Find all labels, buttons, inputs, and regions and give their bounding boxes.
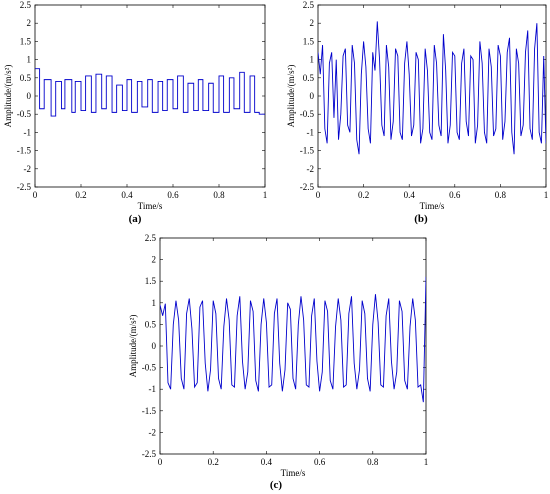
- y-tick-label: 1: [152, 298, 157, 308]
- x-tick-label: 0: [158, 457, 163, 467]
- x-tick-label: 0: [33, 190, 38, 200]
- y-tick-label: 1.5: [20, 36, 32, 46]
- x-tick-label: 0.4: [404, 190, 416, 200]
- y-tick-label: -1.5: [300, 146, 315, 156]
- y-tick-label: -1: [24, 127, 32, 137]
- y-tick-label: -1.5: [142, 406, 157, 416]
- y-tick-label: -2.5: [142, 449, 157, 459]
- x-axis-label: Time/s: [281, 468, 306, 478]
- x-tick-label: 0.6: [167, 190, 179, 200]
- y-tick-label: 2: [27, 18, 32, 28]
- x-tick-label: 0.2: [358, 190, 369, 200]
- panel-label: (b): [414, 213, 428, 225]
- y-tick-label: 0.5: [145, 319, 157, 329]
- x-tick-label: 0.8: [495, 190, 507, 200]
- y-tick-label: 0: [310, 91, 315, 101]
- y-tick-label: 2.5: [145, 233, 157, 243]
- y-tick-label: 1.5: [145, 276, 157, 286]
- y-tick-label: -2: [24, 164, 32, 174]
- x-tick-label: 0.6: [314, 457, 326, 467]
- x-axis-label: Time/s: [138, 201, 163, 211]
- y-tick-label: 0.5: [303, 73, 315, 83]
- x-tick-label: 1: [424, 457, 429, 467]
- x-tick-label: 0.8: [213, 190, 225, 200]
- y-tick-label: -2.5: [300, 182, 315, 192]
- plot-frame: [159, 237, 427, 455]
- x-tick-label: 0.4: [261, 457, 273, 467]
- x-tick-label: 0.4: [121, 190, 133, 200]
- x-tick-label: 0.2: [75, 190, 86, 200]
- y-tick-label: -1: [307, 127, 315, 137]
- plot-frame: [34, 4, 266, 188]
- panel-label: (a): [129, 213, 142, 225]
- y-tick-label: 1.5: [303, 36, 315, 46]
- y-tick-label: 0: [27, 91, 32, 101]
- plot-frame: [317, 4, 547, 188]
- y-tick-label: 2: [310, 18, 315, 28]
- y-tick-label: 1: [310, 55, 315, 65]
- series-line-0: [35, 68, 265, 117]
- y-tick-label: -0.5: [142, 363, 157, 373]
- y-tick-label: -1.5: [17, 146, 32, 156]
- y-tick-label: -0.5: [300, 109, 315, 119]
- y-axis-label: Amplitude/(m/s²): [286, 65, 296, 128]
- x-tick-label: 0.2: [208, 457, 219, 467]
- x-tick-label: 0.8: [367, 457, 379, 467]
- y-tick-label: 2.5: [303, 0, 315, 10]
- chart-panel-c: -2.5 -2 -1.5 -1 -0.5 0 0.5 1 1.5 2 2.5 0 0.2 0.4 0.6 0.…: [128, 233, 428, 491]
- y-tick-label: 2: [152, 255, 157, 265]
- x-tick-label: 1: [263, 190, 268, 200]
- series-line-0: [160, 276, 426, 403]
- y-tick-label: -0.5: [17, 109, 32, 119]
- x-tick-label: 0: [316, 190, 321, 200]
- y-tick-label: -2: [307, 164, 315, 174]
- x-tick-label: 0.6: [449, 190, 461, 200]
- y-tick-label: 0: [152, 341, 157, 351]
- y-tick-label: -1: [149, 384, 157, 394]
- series-line-0: [318, 21, 546, 155]
- y-axis-label: Amplitude/(m/s²): [3, 65, 13, 128]
- y-tick-label: -2.5: [17, 182, 32, 192]
- panel-label: (c): [270, 479, 283, 491]
- y-axis-label: Amplitude/(m/s²): [128, 315, 138, 378]
- y-tick-label: -2: [149, 427, 157, 437]
- x-axis-label: Time/s: [420, 201, 445, 211]
- y-tick-label: 0.5: [20, 73, 32, 83]
- y-tick-label: 1: [27, 55, 32, 65]
- chart-panel-a: -2.5 -2 -1.5 -1 -0.5 0 0.5 1 1.5 2 2.5 0 0.2 0.4 0.6 0.…: [3, 0, 267, 225]
- chart-panel-b: -2.5 -2 -1.5 -1 -0.5 0 0.5 1 1.5 2 2.5 0 0.2 0.4 0.6 0.…: [286, 0, 548, 225]
- y-tick-label: 2.5: [20, 0, 32, 10]
- x-tick-label: 1: [544, 190, 549, 200]
